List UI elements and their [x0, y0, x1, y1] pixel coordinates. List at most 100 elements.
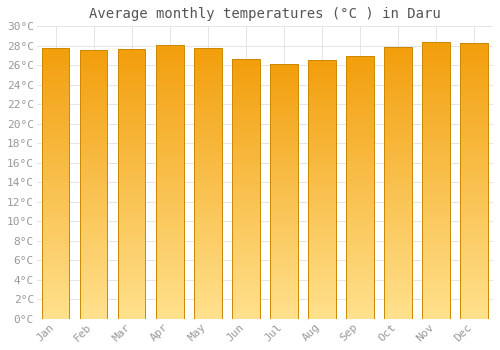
Bar: [308, 199, 336, 203]
Bar: [194, 139, 222, 143]
Bar: [80, 127, 108, 131]
Bar: [460, 295, 487, 298]
Bar: [270, 147, 297, 150]
Bar: [156, 233, 184, 237]
Bar: [384, 169, 411, 173]
Bar: [80, 245, 108, 248]
Bar: [460, 43, 487, 319]
Bar: [194, 234, 222, 238]
Bar: [194, 170, 222, 173]
Bar: [194, 207, 222, 210]
Bar: [422, 111, 450, 114]
Bar: [270, 281, 297, 284]
Bar: [42, 122, 70, 126]
Bar: [118, 103, 146, 106]
Bar: [384, 128, 411, 132]
Bar: [384, 193, 411, 196]
Bar: [194, 292, 222, 295]
Bar: [118, 59, 146, 62]
Bar: [384, 176, 411, 180]
Bar: [346, 256, 374, 260]
Bar: [42, 207, 70, 210]
Bar: [232, 170, 260, 173]
Bar: [308, 167, 336, 170]
Bar: [270, 191, 297, 195]
Bar: [384, 71, 411, 74]
Bar: [308, 212, 336, 216]
Bar: [156, 100, 184, 103]
Bar: [270, 211, 297, 214]
Bar: [232, 72, 260, 76]
Bar: [42, 102, 70, 105]
Bar: [270, 246, 297, 249]
Bar: [232, 251, 260, 254]
Bar: [118, 234, 146, 238]
Bar: [194, 254, 222, 258]
Bar: [308, 90, 336, 93]
Bar: [42, 180, 70, 183]
Bar: [346, 233, 374, 237]
Bar: [80, 60, 108, 63]
Bar: [308, 245, 336, 248]
Bar: [384, 285, 411, 288]
Bar: [308, 293, 336, 296]
Bar: [118, 197, 146, 201]
Bar: [156, 168, 184, 172]
Bar: [80, 93, 108, 97]
Bar: [194, 82, 222, 85]
Bar: [270, 173, 297, 176]
Bar: [270, 201, 297, 204]
Bar: [270, 153, 297, 156]
Bar: [308, 109, 336, 112]
Bar: [42, 55, 70, 58]
Bar: [232, 118, 260, 121]
Bar: [80, 117, 108, 120]
Bar: [42, 228, 70, 231]
Bar: [42, 119, 70, 122]
Bar: [460, 163, 487, 167]
Bar: [270, 313, 297, 316]
Bar: [232, 131, 260, 134]
Bar: [156, 312, 184, 315]
Bar: [346, 223, 374, 227]
Bar: [80, 137, 108, 141]
Bar: [460, 105, 487, 108]
Bar: [118, 218, 146, 221]
Bar: [346, 131, 374, 134]
Bar: [80, 181, 108, 184]
Bar: [156, 45, 184, 319]
Bar: [460, 274, 487, 278]
Bar: [308, 209, 336, 212]
Bar: [232, 228, 260, 231]
Bar: [156, 58, 184, 62]
Bar: [118, 272, 146, 275]
Bar: [422, 132, 450, 135]
Bar: [384, 159, 411, 162]
Bar: [422, 180, 450, 184]
Bar: [346, 220, 374, 223]
Bar: [308, 290, 336, 293]
Bar: [194, 95, 222, 99]
Bar: [270, 166, 297, 169]
Bar: [384, 118, 411, 121]
Bar: [308, 148, 336, 151]
Bar: [194, 65, 222, 68]
Bar: [346, 289, 374, 293]
Bar: [194, 275, 222, 278]
Bar: [156, 264, 184, 267]
Bar: [80, 208, 108, 211]
Bar: [422, 125, 450, 128]
Bar: [308, 67, 336, 70]
Bar: [42, 156, 70, 160]
Bar: [156, 226, 184, 230]
Bar: [156, 76, 184, 79]
Bar: [156, 261, 184, 264]
Bar: [422, 315, 450, 319]
Bar: [80, 252, 108, 255]
Bar: [346, 65, 374, 69]
Bar: [308, 77, 336, 80]
Bar: [460, 119, 487, 122]
Bar: [118, 140, 146, 143]
Bar: [346, 151, 374, 154]
Bar: [346, 260, 374, 263]
